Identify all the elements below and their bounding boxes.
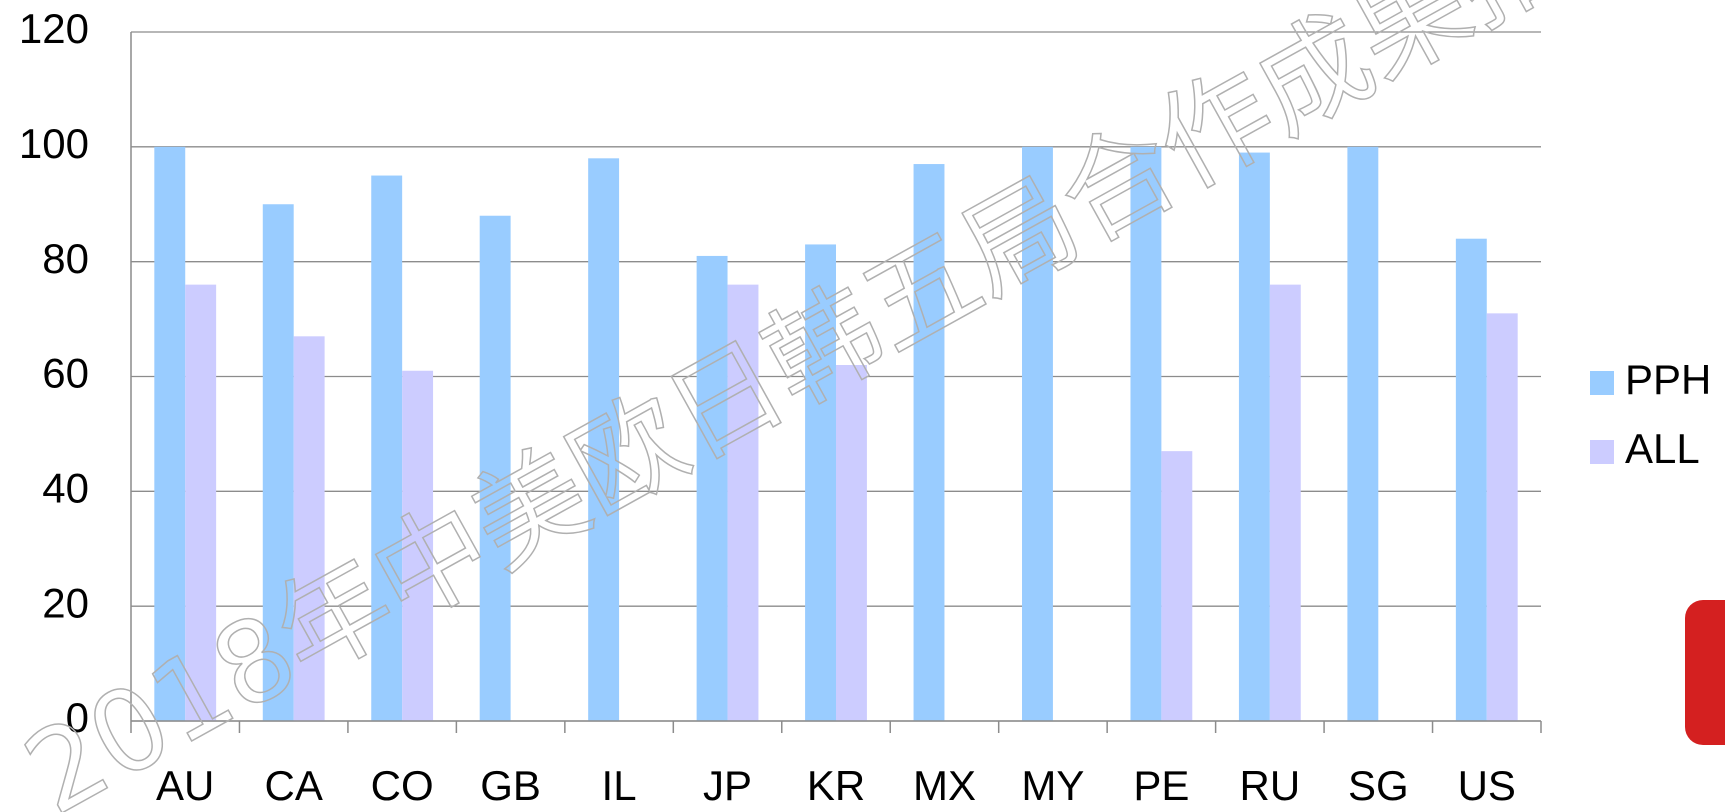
y-tick-label: 120 bbox=[19, 5, 89, 52]
bar bbox=[293, 336, 325, 721]
bar bbox=[402, 370, 434, 721]
seal-shape bbox=[1685, 600, 1725, 745]
bar bbox=[154, 146, 186, 722]
bar bbox=[1269, 284, 1301, 721]
legend-label: PPH bbox=[1625, 356, 1711, 403]
seal bbox=[1685, 600, 1725, 745]
legend-swatch bbox=[1590, 440, 1614, 464]
x-tick-label: IL bbox=[602, 762, 637, 809]
y-tick-label: 60 bbox=[42, 350, 89, 397]
x-tick-label: GB bbox=[480, 762, 541, 809]
bar bbox=[1022, 146, 1053, 722]
bar bbox=[913, 164, 945, 721]
bar bbox=[1238, 152, 1270, 721]
bar bbox=[696, 255, 728, 722]
bar bbox=[805, 244, 836, 722]
bar bbox=[836, 365, 867, 721]
x-tick-label: MX bbox=[913, 762, 976, 809]
bar bbox=[1347, 146, 1379, 722]
y-tick-label: 100 bbox=[19, 120, 89, 167]
x-tick-label: US bbox=[1458, 762, 1516, 809]
bar bbox=[371, 175, 403, 721]
bar bbox=[1161, 451, 1193, 721]
bar bbox=[479, 215, 511, 721]
bar bbox=[1130, 146, 1162, 722]
y-tick-label: 80 bbox=[42, 235, 89, 282]
bar bbox=[262, 204, 294, 721]
x-tick-label: AU bbox=[156, 762, 214, 809]
x-tick-label: JP bbox=[703, 762, 752, 809]
x-tick-label: SG bbox=[1348, 762, 1409, 809]
y-tick-label: 20 bbox=[42, 579, 89, 626]
y-tick-label: 40 bbox=[42, 464, 89, 511]
y-tick-label: 0 bbox=[66, 694, 89, 741]
x-tick-label: CO bbox=[371, 762, 434, 809]
legend-swatch bbox=[1590, 371, 1614, 395]
bar bbox=[185, 284, 217, 721]
x-tick-label: CA bbox=[265, 762, 323, 809]
bar bbox=[727, 284, 759, 721]
x-tick-label: PE bbox=[1133, 762, 1189, 809]
x-tick-label: RU bbox=[1240, 762, 1301, 809]
bar bbox=[1455, 238, 1487, 721]
x-tick-label: KR bbox=[807, 762, 865, 809]
x-tick-label: MY bbox=[1021, 762, 1084, 809]
legend-label: ALL bbox=[1625, 425, 1700, 472]
bar bbox=[1486, 313, 1518, 721]
bar bbox=[588, 158, 620, 722]
